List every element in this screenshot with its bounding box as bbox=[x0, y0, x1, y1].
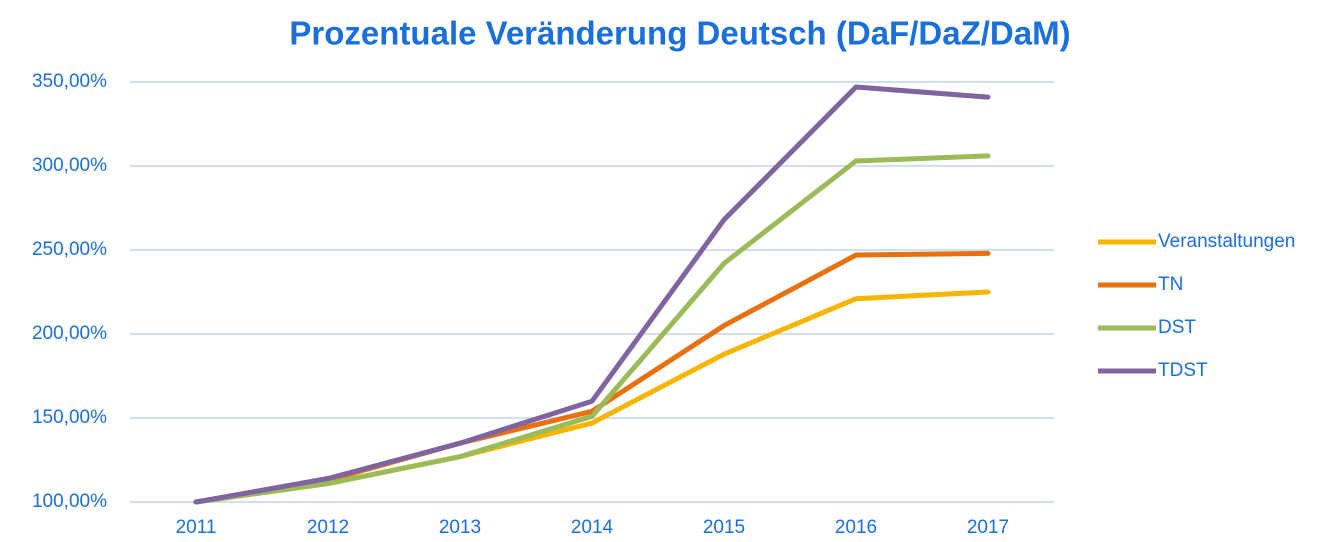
legend-label: Veranstaltungen bbox=[1158, 231, 1295, 252]
y-tick-label: 100,00% bbox=[32, 491, 107, 512]
line-series bbox=[193, 153, 991, 505]
x-tick-label: 2011 bbox=[176, 517, 217, 538]
x-tick-label: 2012 bbox=[307, 517, 349, 538]
x-tick-label: 2016 bbox=[835, 517, 877, 538]
y-tick-label: 150,00% bbox=[32, 407, 107, 428]
legend-label: DST bbox=[1158, 317, 1196, 338]
y-tick-label: 350,00% bbox=[32, 71, 107, 92]
legend-label: TDST bbox=[1158, 360, 1208, 381]
y-tick-label: 300,00% bbox=[32, 155, 107, 176]
legend-label: TN bbox=[1158, 274, 1183, 295]
chart-title: Prozentuale Veränderung Deutsch (DaF/DaZ… bbox=[289, 15, 1070, 52]
x-tick-label: 2015 bbox=[703, 517, 745, 538]
x-tick-label: 2017 bbox=[967, 517, 1009, 538]
x-tick-label: 2013 bbox=[439, 517, 481, 538]
line-series bbox=[193, 250, 991, 505]
line-series bbox=[193, 84, 991, 505]
y-tick-label: 250,00% bbox=[32, 239, 107, 260]
x-tick-label: 2014 bbox=[571, 517, 614, 538]
y-tick-label: 200,00% bbox=[32, 323, 107, 344]
